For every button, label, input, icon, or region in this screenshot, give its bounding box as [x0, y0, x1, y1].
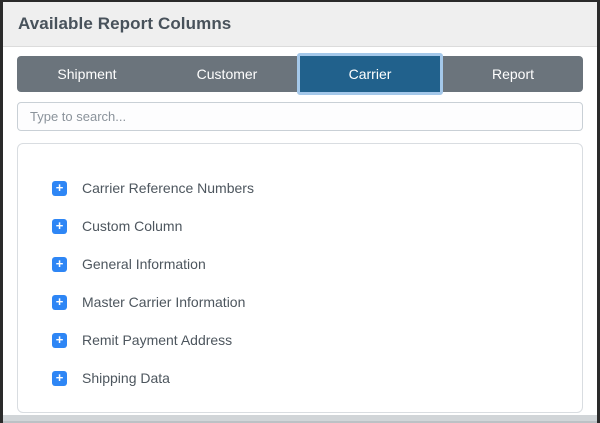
list-item-custom-column[interactable]: + Custom Column	[52, 207, 572, 245]
list-item-remit-payment-address[interactable]: + Remit Payment Address	[52, 321, 572, 359]
list-item-label: Master Carrier Information	[82, 294, 246, 310]
window-header: Available Report Columns	[3, 2, 597, 47]
page-title: Available Report Columns	[18, 14, 232, 33]
expand-plus-icon[interactable]: +	[52, 294, 67, 310]
tab-shipment[interactable]: Shipment	[57, 66, 117, 82]
list-item-label: Remit Payment Address	[82, 332, 233, 348]
expand-plus-icon[interactable]: +	[52, 180, 67, 196]
list-item-label: Carrier Reference Numbers	[82, 180, 254, 196]
list-item-label: Custom Column	[82, 218, 183, 234]
list-item-label: Shipping Data	[82, 370, 170, 386]
list-item-general-information[interactable]: + General Information	[52, 245, 572, 283]
column-groups-list: + Carrier Reference Numbers + Custom Col…	[17, 143, 583, 413]
tab-carrier[interactable]: Carrier	[297, 53, 443, 95]
tab-customer[interactable]: Customer	[196, 66, 258, 82]
search-input[interactable]	[17, 102, 583, 131]
list-item-master-carrier-information[interactable]: + Master Carrier Information	[52, 283, 572, 321]
window-body: Shipment Customer Carrier Report + Carri…	[3, 47, 597, 415]
expand-plus-icon[interactable]: +	[52, 218, 67, 234]
list-item-shipping-data[interactable]: + Shipping Data	[52, 359, 572, 397]
expand-plus-icon[interactable]: +	[52, 256, 67, 272]
report-columns-tabbar: Shipment Customer Carrier Report	[17, 53, 583, 95]
expand-plus-icon[interactable]: +	[52, 370, 67, 386]
list-item-carrier-reference-numbers[interactable]: + Carrier Reference Numbers	[52, 169, 572, 207]
tab-report[interactable]: Report	[491, 66, 535, 82]
list-item-label: General Information	[82, 256, 206, 272]
expand-plus-icon[interactable]: +	[52, 332, 67, 348]
window-bottom-edge	[3, 415, 597, 423]
